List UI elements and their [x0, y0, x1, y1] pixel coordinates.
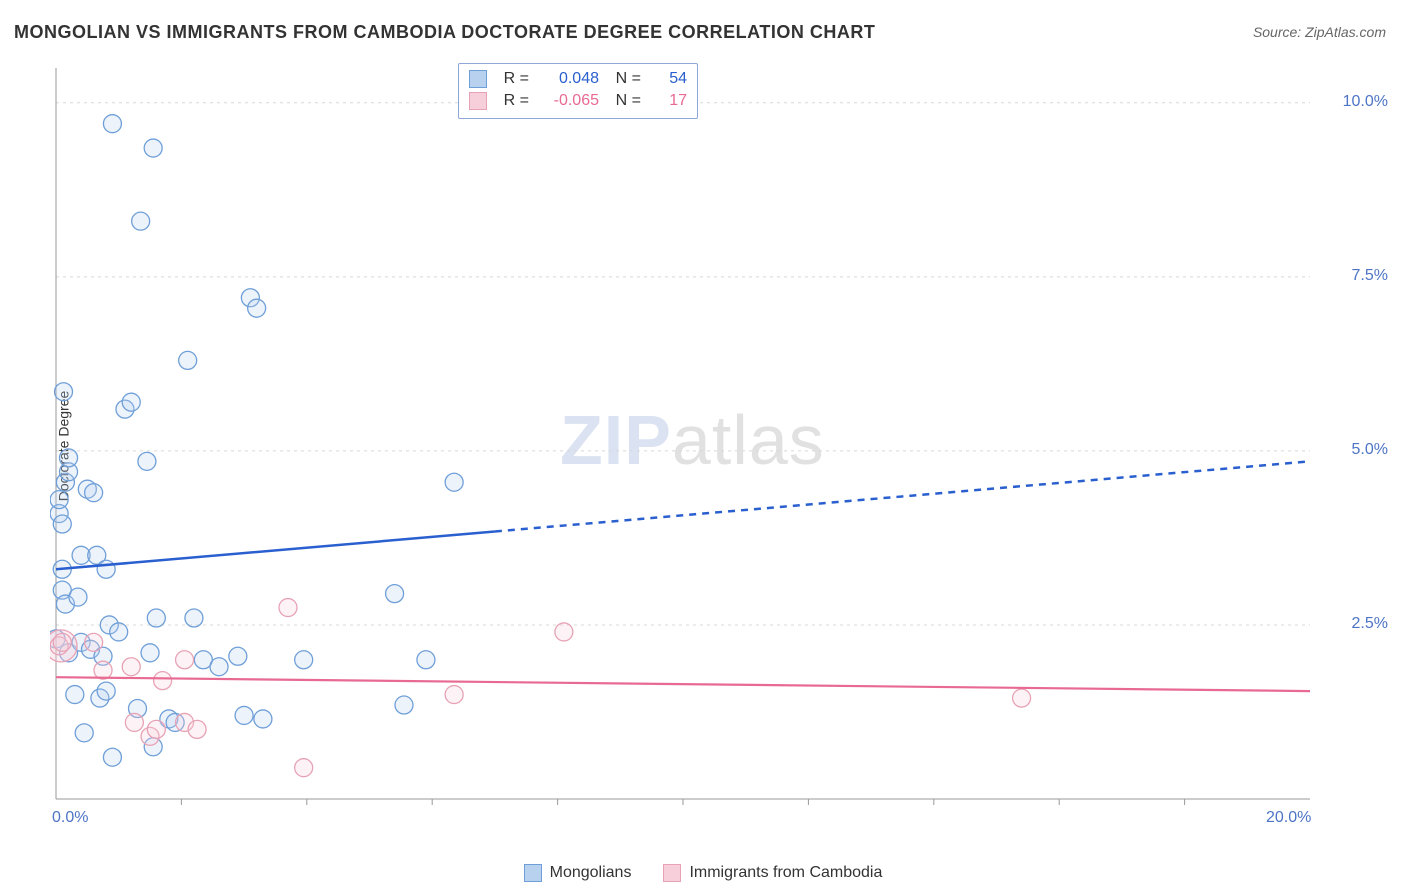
x-tick-label: 0.0% — [52, 809, 88, 827]
plot-area — [50, 60, 1380, 835]
legend-n-label: N = — [609, 68, 641, 90]
legend-swatch — [469, 70, 487, 88]
legend-swatch — [663, 864, 681, 882]
legend-swatch — [469, 92, 487, 110]
legend-series-label: Immigrants from Cambodia — [689, 864, 882, 882]
y-tick-label: 10.0% — [1343, 93, 1388, 111]
legend-series-label: Mongolians — [550, 864, 632, 882]
y-tick-label: 2.5% — [1352, 615, 1388, 633]
legend-r-value: 0.048 — [539, 68, 599, 90]
chart-source: Source: ZipAtlas.com — [1253, 24, 1386, 40]
legend-r-label: R = — [497, 90, 529, 112]
legend-r-value: -0.065 — [539, 90, 599, 112]
legend-bottom-item: Mongolians — [524, 864, 632, 882]
y-tick-label: 7.5% — [1352, 267, 1388, 285]
legend-n-value: 54 — [651, 68, 687, 90]
chart-title: MONGOLIAN VS IMMIGRANTS FROM CAMBODIA DO… — [14, 22, 875, 43]
source-name: ZipAtlas.com — [1305, 24, 1386, 40]
chart-container: MONGOLIAN VS IMMIGRANTS FROM CAMBODIA DO… — [0, 0, 1406, 892]
legend-r-label: R = — [497, 68, 529, 90]
x-tick-label: 20.0% — [1266, 809, 1311, 827]
scatter-plot — [50, 60, 1380, 835]
legend-bottom: Mongolians Immigrants from Cambodia — [0, 864, 1406, 882]
source-prefix: Source: — [1253, 24, 1305, 40]
legend-n-value: 17 — [651, 90, 687, 112]
legend-bottom-item: Immigrants from Cambodia — [663, 864, 882, 882]
legend-top-row: R = 0.048 N = 54 — [469, 68, 687, 90]
legend-n-label: N = — [609, 90, 641, 112]
legend-top: R = 0.048 N = 54 R = -0.065 N = 17 — [458, 63, 698, 119]
legend-top-row: R = -0.065 N = 17 — [469, 90, 687, 112]
y-tick-label: 5.0% — [1352, 441, 1388, 459]
legend-swatch — [524, 864, 542, 882]
